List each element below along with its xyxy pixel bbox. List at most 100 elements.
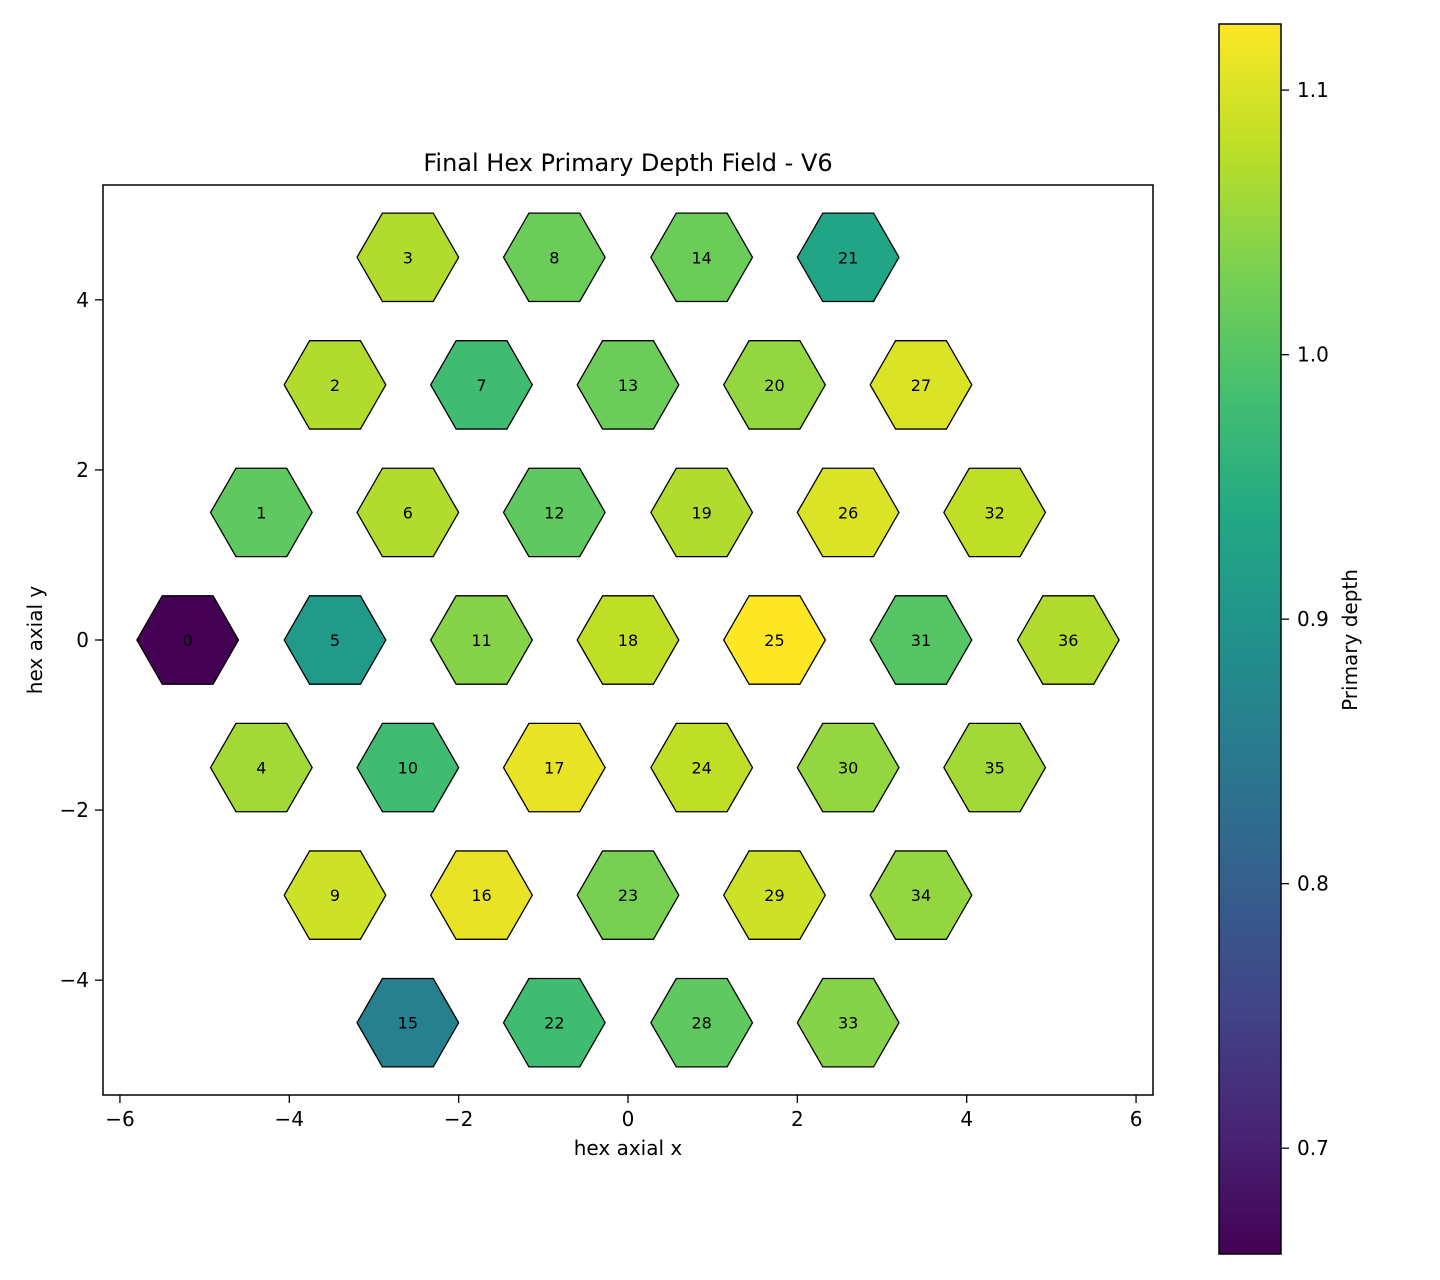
hex-cell-8 [502, 212, 606, 303]
hex-label-0: 0 [183, 631, 193, 650]
hex-cell-16 [429, 850, 534, 940]
hex-label-28: 28 [691, 1014, 711, 1033]
hex-label-34: 34 [911, 886, 931, 905]
hex-label-5: 5 [330, 631, 340, 650]
hex-cell-12 [502, 467, 606, 558]
hex-cell-35 [943, 722, 1047, 813]
hex-label-36: 36 [1058, 631, 1078, 650]
y-tick-label: 2 [76, 458, 89, 482]
hex-label-7: 7 [476, 376, 486, 395]
x-tick-label: −2 [444, 1107, 473, 1131]
hex-label-17: 17 [544, 759, 564, 778]
hex-label-35: 35 [984, 759, 1004, 778]
colorbar [1218, 23, 1282, 1255]
hex-label-18: 18 [618, 631, 638, 650]
hex-cell-15 [356, 977, 460, 1068]
hex-cell-22 [502, 977, 606, 1068]
colorbar-tick-label: 0.8 [1297, 872, 1329, 896]
hex-cell-2 [283, 340, 387, 430]
hex-label-16: 16 [471, 886, 491, 905]
x-tick-label: −6 [105, 1107, 134, 1131]
hex-cell-34 [869, 850, 973, 940]
hex-cell-28 [650, 977, 754, 1068]
hex-cell-23 [576, 850, 680, 940]
hex-cell-0 [136, 595, 240, 685]
hex-label-15: 15 [398, 1014, 418, 1033]
x-tick-label: 0 [622, 1107, 635, 1131]
hex-label-22: 22 [544, 1014, 564, 1033]
hex-cell-14 [650, 212, 754, 303]
hex-cell-24 [650, 722, 754, 813]
hex-label-29: 29 [764, 886, 784, 905]
hex-label-8: 8 [549, 248, 559, 267]
hex-cell-17 [502, 722, 606, 813]
y-tick-label: −4 [60, 968, 89, 992]
hex-cell-31 [869, 595, 973, 685]
x-axis-ticks: −6 −4 −2 0 2 4 6 [105, 1095, 1142, 1131]
hex-label-24: 24 [691, 759, 711, 778]
colorbar-ticks: 0.7 0.8 0.9 1.0 1.1 [1281, 78, 1329, 1160]
colorbar-label: Primary depth [1338, 569, 1362, 711]
x-axis-label: hex axial x [574, 1136, 683, 1160]
hex-label-9: 9 [330, 886, 340, 905]
hex-cell-5 [283, 595, 387, 685]
hex-label-13: 13 [618, 376, 638, 395]
hex-cell-32 [943, 467, 1047, 558]
y-tick-label: 4 [76, 288, 89, 312]
hex-cell-4 [209, 722, 313, 813]
x-tick-label: −4 [275, 1107, 304, 1131]
hex-cell-9 [283, 850, 387, 940]
hex-cell-1 [209, 467, 313, 558]
y-axis-label: hex axial y [23, 586, 47, 695]
hex-cell-27 [869, 340, 973, 430]
hex-cell-20 [722, 340, 827, 430]
colorbar-tick-label: 0.9 [1297, 607, 1329, 631]
hex-cell-25 [722, 595, 827, 685]
hex-label-31: 31 [911, 631, 931, 650]
hex-label-11: 11 [471, 631, 491, 650]
hex-cells: 0123456789101112131415161718192021222324… [136, 212, 1120, 1068]
hex-label-25: 25 [764, 631, 784, 650]
hex-label-23: 23 [618, 886, 638, 905]
colorbar-tick-label: 1.1 [1297, 78, 1329, 102]
hex-label-2: 2 [330, 376, 340, 395]
hex-label-1: 1 [256, 503, 266, 522]
colorbar-tick-label: 1.0 [1297, 343, 1329, 367]
hex-label-4: 4 [256, 759, 266, 778]
hex-label-19: 19 [691, 503, 711, 522]
colorbar-tick-label: 0.7 [1297, 1136, 1329, 1160]
hex-cell-6 [356, 467, 460, 558]
x-tick-label: 4 [960, 1107, 973, 1131]
x-tick-label: 6 [1130, 1107, 1143, 1131]
hex-label-26: 26 [838, 503, 858, 522]
y-axis-ticks: −4 −2 0 2 4 [60, 288, 103, 992]
hex-cell-10 [356, 722, 460, 813]
hex-cell-11 [429, 595, 534, 685]
hex-label-30: 30 [838, 759, 858, 778]
hex-cell-7 [429, 340, 534, 430]
hex-label-27: 27 [911, 376, 931, 395]
y-tick-label: 0 [76, 628, 89, 652]
hex-cell-3 [356, 212, 460, 303]
hex-cell-13 [576, 340, 680, 430]
hex-label-14: 14 [691, 248, 711, 267]
hex-cell-26 [796, 467, 900, 558]
hex-label-3: 3 [403, 248, 413, 267]
y-tick-label: −2 [60, 798, 89, 822]
hex-label-32: 32 [984, 503, 1004, 522]
chart-title: Final Hex Primary Depth Field - V6 [423, 149, 832, 177]
hex-cell-21 [796, 212, 900, 303]
hex-cell-30 [796, 722, 900, 813]
hex-label-12: 12 [544, 503, 564, 522]
x-tick-label: 2 [791, 1107, 804, 1131]
hex-cell-19 [650, 467, 754, 558]
hex-label-10: 10 [398, 759, 418, 778]
hex-cell-29 [722, 850, 827, 940]
hex-label-6: 6 [403, 503, 413, 522]
hex-label-21: 21 [838, 248, 858, 267]
hex-cell-36 [1016, 595, 1120, 685]
hex-cell-18 [576, 595, 680, 685]
hex-cell-33 [796, 977, 900, 1068]
hex-label-33: 33 [838, 1014, 858, 1033]
